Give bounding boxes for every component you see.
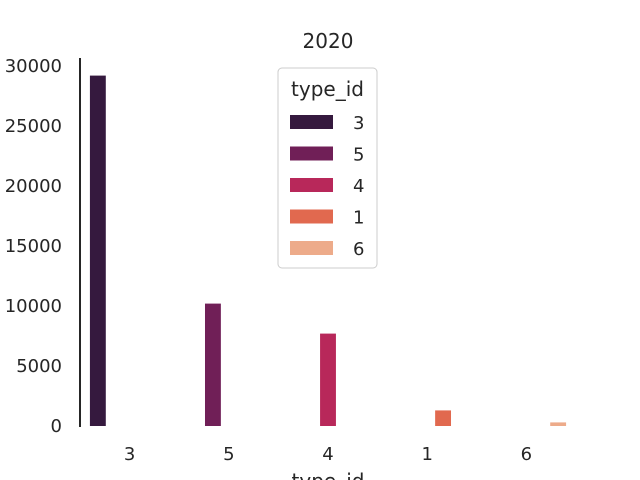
legend-swatch bbox=[290, 146, 333, 161]
bar bbox=[435, 410, 452, 426]
bars bbox=[89, 75, 567, 426]
legend-entry-label: 4 bbox=[353, 176, 364, 197]
x-axis: 3 5 4 1 6 bbox=[124, 444, 532, 465]
y-tick-label: 0 bbox=[51, 416, 62, 437]
legend-entry-label: 5 bbox=[353, 145, 364, 166]
x-axis-label: type_id bbox=[292, 469, 365, 480]
legend-entry-label: 1 bbox=[353, 208, 364, 229]
legend-entry-label: 6 bbox=[353, 239, 364, 260]
legend-swatch bbox=[290, 115, 333, 129]
legend: type_id 3 5 4 1 6 bbox=[277, 67, 378, 269]
bar bbox=[89, 75, 106, 426]
x-tick-label: 5 bbox=[223, 444, 234, 465]
x-tick-label: 6 bbox=[521, 444, 532, 465]
legend-swatch bbox=[290, 178, 333, 192]
chart-title: 2020 bbox=[303, 29, 354, 53]
y-tick-label: 20000 bbox=[5, 176, 62, 197]
y-tick-label: 5000 bbox=[16, 356, 62, 377]
legend-swatch bbox=[290, 209, 333, 224]
y-tick-label: 10000 bbox=[5, 296, 62, 317]
y-tick-label: 25000 bbox=[5, 116, 62, 137]
y-axis: 0 5000 10000 15000 20000 25000 30000 bbox=[5, 56, 81, 437]
legend-entry-label: 3 bbox=[353, 113, 364, 134]
x-tick-label: 4 bbox=[322, 444, 333, 465]
x-tick-label: 1 bbox=[421, 444, 432, 465]
bar bbox=[550, 422, 567, 426]
x-tick-label: 3 bbox=[124, 444, 135, 465]
bar bbox=[320, 333, 336, 426]
legend-swatch bbox=[290, 241, 333, 255]
legend-title: type_id bbox=[291, 77, 364, 101]
y-tick-label: 30000 bbox=[5, 56, 62, 77]
y-tick-label: 15000 bbox=[5, 236, 62, 257]
bar bbox=[204, 303, 221, 426]
